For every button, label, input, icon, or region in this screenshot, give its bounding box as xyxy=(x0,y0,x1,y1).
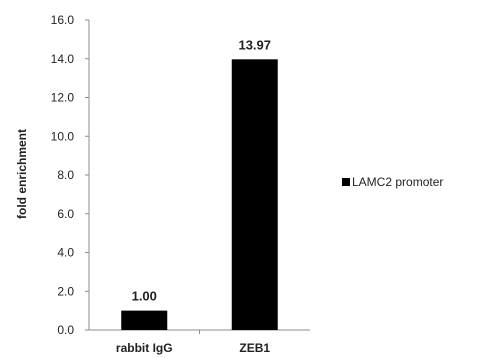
bar xyxy=(231,59,278,331)
y-tick-label: 14.0 xyxy=(51,52,75,66)
legend: LAMC2 promoter xyxy=(342,175,443,189)
y-tick-label: 10.0 xyxy=(51,129,75,143)
y-axis: 0.0 2.0 4.0 6.0 8.0 10.0 12.0 14.0 16.0 xyxy=(51,13,90,337)
x-tick-label: ZEB1 xyxy=(239,341,270,355)
legend-swatch xyxy=(342,178,350,186)
y-tick-label: 12.0 xyxy=(51,91,75,105)
y-tick-label: 16.0 xyxy=(51,13,75,27)
x-axis: rabbit IgG ZEB1 xyxy=(89,329,310,355)
y-tick-label: 4.0 xyxy=(57,246,74,260)
y-axis-title: fold enrichment xyxy=(15,129,29,219)
y-tick-label: 0.0 xyxy=(57,323,74,337)
y-tick-label: 6.0 xyxy=(57,207,74,221)
x-tick-label: rabbit IgG xyxy=(116,341,173,355)
data-label: 1.00 xyxy=(132,289,157,304)
bar xyxy=(121,310,168,330)
legend-label: LAMC2 promoter xyxy=(352,175,443,189)
data-label: 13.97 xyxy=(238,37,271,52)
data-labels: 1.00 13.97 xyxy=(132,37,271,303)
y-tick-label: 2.0 xyxy=(57,284,74,298)
bars xyxy=(121,59,278,331)
y-tick-label: 8.0 xyxy=(57,168,74,182)
